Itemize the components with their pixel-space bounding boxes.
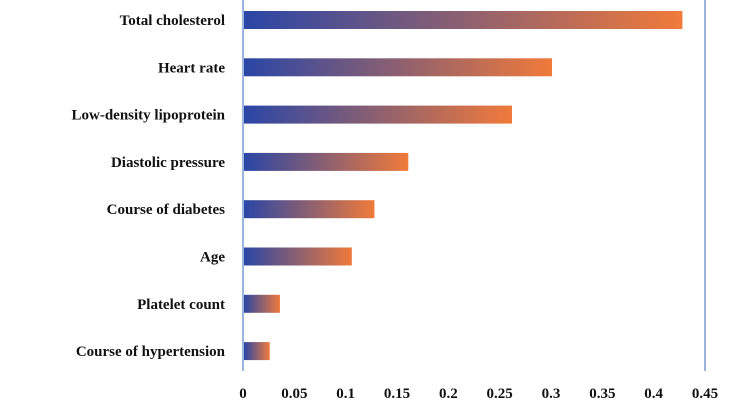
x-tick-label: 0.3 [542,386,561,402]
x-tick-label: 0.25 [487,386,513,402]
category-label: Heart rate [158,60,225,76]
x-tick-label: 0.2 [439,386,458,402]
category-label: Course of diabetes [107,202,225,218]
category-label: Course of hypertension [76,344,226,360]
bar [244,105,512,124]
x-tick-label: 0.4 [644,386,663,402]
category-label: Diastolic pressure [111,155,225,171]
x-tick-label: 0.05 [281,386,307,402]
bar [244,294,280,313]
x-tick-label: 0 [239,386,247,402]
bar [244,152,409,171]
bar [244,11,683,29]
bar [244,247,352,266]
category-label: Total cholesterol [120,13,225,29]
category-label: Platelet count [137,297,225,313]
x-tick-label: 0.35 [589,386,615,402]
x-tick-label: 0.45 [692,386,718,402]
bar [244,200,375,219]
x-tick-label: 0.1 [336,386,355,402]
bar [244,342,270,361]
x-tick-label: 0.15 [384,386,410,402]
bar [244,58,553,77]
category-label: Age [200,250,225,266]
category-label: Low-density lipoprotein [72,108,226,124]
